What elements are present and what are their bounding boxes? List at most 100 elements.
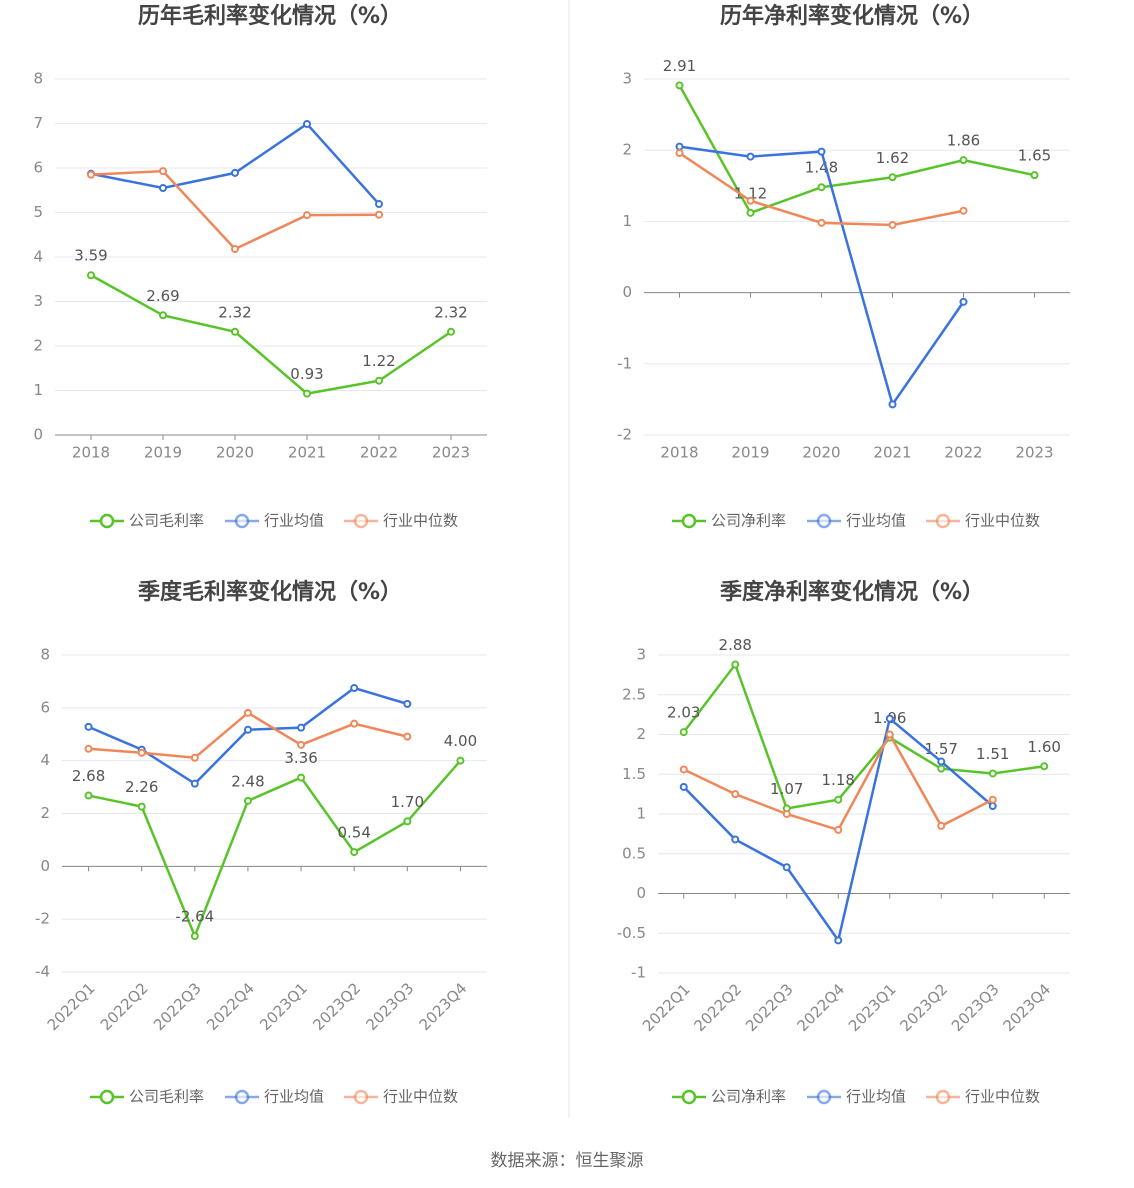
legend-icon-marker [816, 1089, 832, 1105]
legend-icon-marker [234, 513, 250, 529]
x-tick-label: 2021 [288, 444, 326, 462]
legend-icon-marker [935, 1089, 951, 1105]
legend-icon-marker [234, 1089, 250, 1105]
y-tick-label: 6 [33, 159, 43, 177]
x-tick-label: 2023Q2 [309, 979, 364, 1034]
data-point [731, 790, 740, 799]
data-point [303, 211, 311, 220]
data-point [937, 764, 946, 773]
y-tick-label: 5 [33, 203, 43, 221]
y-tick-label: -1 [617, 354, 632, 372]
data-point [231, 168, 239, 177]
data-point [243, 725, 252, 734]
x-tick-label: 2022Q2 [97, 979, 152, 1034]
data-label: 1.62 [876, 149, 909, 167]
data-label: 1.65 [1018, 147, 1051, 165]
data-point [243, 796, 252, 805]
y-tick-label: 1 [33, 381, 43, 399]
legend-label: 公司净利率 [711, 1088, 786, 1106]
x-tick-label: 2019 [731, 444, 769, 462]
data-point [746, 196, 755, 205]
data-point [679, 765, 688, 774]
series-line [90, 122, 380, 205]
data-point [190, 753, 199, 762]
x-tick-label: 2020 [216, 444, 254, 462]
x-tick-label: 2020 [802, 444, 840, 462]
data-point [675, 149, 684, 158]
x-tick-label: 2022Q3 [742, 980, 797, 1035]
data-point [137, 748, 146, 757]
x-tick-label: 2022 [360, 444, 398, 462]
y-tick-label: 2 [40, 804, 50, 822]
y-tick-label: 3 [636, 646, 646, 664]
data-label: 2.68 [72, 767, 105, 785]
source-note: 数据来源：恒生聚源 [491, 1151, 644, 1171]
data-point [137, 802, 146, 811]
y-tick-label: 0 [636, 884, 646, 902]
data-label: 1.12 [734, 184, 767, 202]
data-label: 2.26 [125, 778, 158, 796]
data-point [190, 932, 199, 941]
data-point [937, 757, 946, 766]
y-tick-label: 0 [40, 857, 50, 875]
data-point [746, 208, 755, 217]
data-point [231, 327, 239, 336]
y-tick-label: -2 [617, 426, 632, 444]
data-point [375, 376, 383, 385]
data-label: 2.69 [146, 287, 179, 305]
data-point [303, 389, 311, 398]
data-point [817, 218, 826, 227]
y-tick-label: 8 [33, 70, 43, 88]
data-point [731, 660, 740, 669]
data-point [375, 210, 383, 219]
data-point [303, 119, 311, 128]
x-tick-label: 2022Q2 [690, 980, 745, 1035]
data-label: 2.32 [218, 303, 251, 321]
legend-icon-marker [99, 1089, 115, 1105]
data-point [297, 723, 306, 732]
data-point [959, 156, 968, 165]
data-label: 0.54 [337, 824, 370, 842]
data-point [231, 244, 239, 253]
x-tick-label: 2023Q3 [363, 979, 418, 1034]
chart-title: 季度毛利率变化情况（%） [138, 579, 402, 605]
data-point [888, 173, 897, 182]
x-tick-label: 2023Q2 [896, 980, 951, 1035]
data-point [159, 167, 167, 176]
data-point [746, 152, 755, 161]
y-tick-label: 6 [40, 698, 50, 716]
legend-icon-marker [353, 1089, 369, 1105]
data-point [988, 769, 997, 778]
series-line [678, 84, 1035, 215]
data-point [350, 848, 359, 857]
y-tick-label: -0.5 [617, 924, 646, 942]
data-point [159, 311, 167, 320]
data-point [817, 147, 826, 156]
data-point [350, 719, 359, 728]
y-tick-label: 3 [622, 70, 632, 88]
data-point [679, 728, 688, 737]
y-tick-label: 0 [622, 283, 632, 301]
data-point [675, 81, 684, 90]
data-point [403, 732, 412, 741]
series-line [88, 759, 462, 940]
y-tick-label: 2 [636, 725, 646, 743]
x-tick-label: 2022Q1 [44, 979, 99, 1034]
data-point [959, 297, 968, 306]
legend-label: 行业均值 [264, 1088, 324, 1106]
y-tick-label: 4 [40, 751, 50, 769]
data-point [447, 327, 455, 336]
series-line [90, 274, 452, 395]
x-tick-label: 2023 [432, 444, 470, 462]
chart-title: 季度净利率变化情况（%） [720, 579, 984, 605]
y-tick-label: 0.5 [622, 844, 646, 862]
x-tick-label: 2022Q4 [793, 980, 848, 1035]
data-point [817, 183, 826, 192]
data-point [988, 795, 997, 804]
y-tick-label: 4 [33, 248, 43, 266]
legend-label: 行业中位数 [383, 1088, 458, 1106]
y-tick-label: 2.5 [622, 685, 646, 703]
data-point [190, 779, 199, 788]
legend-label: 行业均值 [264, 512, 324, 530]
